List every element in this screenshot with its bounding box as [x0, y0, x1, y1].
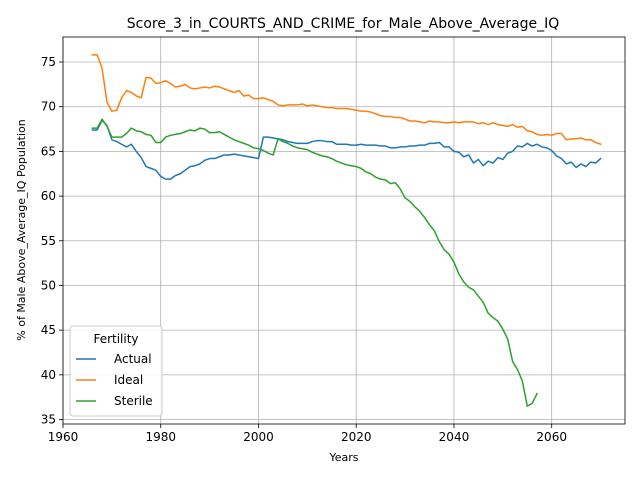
legend: Fertility Actual Ideal Sterile	[69, 325, 163, 417]
y-tick-label: 45	[41, 323, 56, 337]
y-axis: 35 40 45 50 55 60 65 70 75	[41, 55, 63, 427]
x-tick-label: 1980	[145, 430, 176, 444]
y-tick-label: 65	[41, 144, 56, 158]
y-tick-label: 35	[41, 413, 56, 427]
series-layer	[91, 54, 602, 407]
plot-frame	[62, 36, 626, 425]
x-tick-label: 1960	[48, 430, 79, 444]
series-line-ideal	[91, 54, 602, 146]
y-tick-label: 40	[41, 368, 56, 382]
series-line-actual	[91, 119, 602, 180]
y-tick-label: 70	[41, 100, 56, 114]
legend-label-actual: Actual	[114, 352, 152, 366]
y-tick-label: 50	[41, 278, 56, 292]
y-axis-label: % of Male Above_Average_IQ Population	[15, 119, 28, 341]
series-line-sterile	[91, 118, 539, 407]
x-tick-label: 2000	[243, 430, 274, 444]
legend-title: Fertility	[93, 332, 138, 346]
legend-label-ideal: Ideal	[114, 373, 143, 387]
y-tick-label: 60	[41, 189, 56, 203]
x-tick-label: 2020	[341, 430, 372, 444]
x-axis-label: Years	[328, 451, 358, 464]
y-tick-label: 75	[41, 55, 56, 69]
y-tick-label: 55	[41, 234, 56, 248]
x-tick-label: 2060	[536, 430, 567, 444]
x-axis: 1960 1980 2000 2020 2040 2060	[48, 424, 567, 444]
chart-title: Score_3_in_COURTS_AND_CRIME_for_Male_Abo…	[127, 16, 559, 32]
legend-label-sterile: Sterile	[114, 394, 153, 408]
legend-box	[69, 325, 163, 417]
x-tick-label: 2040	[439, 430, 470, 444]
legend-entries: Actual Ideal Sterile	[76, 352, 153, 408]
